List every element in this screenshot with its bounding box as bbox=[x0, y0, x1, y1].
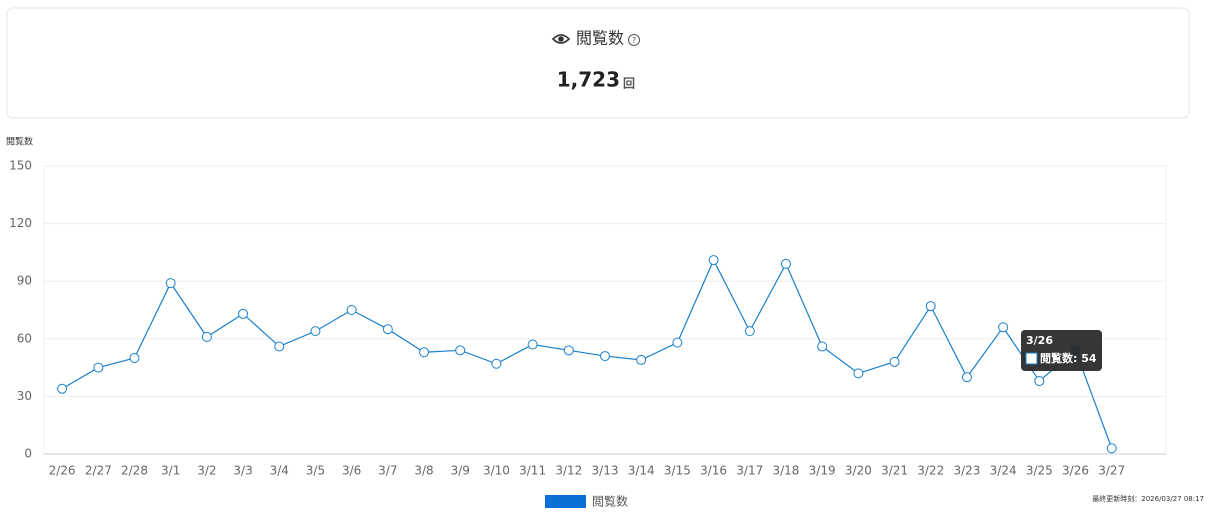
data-point[interactable] bbox=[563, 345, 574, 356]
svg-text:?: ? bbox=[632, 36, 636, 45]
y-tick-label: 120 bbox=[9, 216, 32, 230]
x-tick-label: 2/27 bbox=[85, 464, 112, 478]
x-tick-label: 3/2 bbox=[197, 464, 216, 478]
tooltip: 3/26 閲覧数: 54 bbox=[1021, 330, 1102, 371]
x-tick-label: 3/1 bbox=[161, 464, 180, 478]
summary-value: 1,723 bbox=[557, 68, 620, 92]
x-tick-label: 3/7 bbox=[378, 464, 397, 478]
y-tick-label: 60 bbox=[17, 331, 32, 345]
legend-label: 閲覧数 bbox=[592, 494, 628, 509]
y-tick-label: 30 bbox=[17, 389, 32, 403]
x-tick-label: 3/25 bbox=[1026, 464, 1053, 478]
summary-unit: 回 bbox=[623, 77, 635, 91]
tooltip-box bbox=[1021, 330, 1102, 371]
x-tick-label: 2/26 bbox=[49, 464, 76, 478]
data-point[interactable] bbox=[672, 337, 683, 348]
x-tick-label: 3/12 bbox=[555, 464, 582, 478]
x-tick-label: 3/22 bbox=[917, 464, 944, 478]
x-tick-label: 3/19 bbox=[809, 464, 836, 478]
x-tick-label: 3/27 bbox=[1098, 464, 1125, 478]
data-point[interactable] bbox=[382, 324, 393, 335]
data-point[interactable] bbox=[817, 341, 828, 352]
x-tick-label: 3/6 bbox=[342, 464, 361, 478]
data-point[interactable] bbox=[455, 345, 466, 356]
x-tick-label: 3/15 bbox=[664, 464, 691, 478]
tooltip-title: 3/26 bbox=[1026, 334, 1053, 347]
x-tick-label: 3/10 bbox=[483, 464, 510, 478]
x-tick-label: 3/8 bbox=[414, 464, 433, 478]
data-point[interactable] bbox=[491, 358, 502, 369]
data-point[interactable] bbox=[961, 372, 972, 383]
legend-swatch bbox=[545, 495, 586, 508]
data-point[interactable] bbox=[93, 362, 104, 373]
x-tick-label: 3/24 bbox=[990, 464, 1017, 478]
x-tick-label: 3/18 bbox=[772, 464, 799, 478]
data-point[interactable] bbox=[998, 322, 1009, 333]
x-tick-label: 3/3 bbox=[233, 464, 252, 478]
x-tick-label: 3/26 bbox=[1062, 464, 1089, 478]
y-tick-label: 90 bbox=[17, 274, 32, 288]
help-icon[interactable]: ? bbox=[628, 34, 640, 46]
data-point[interactable] bbox=[744, 326, 755, 337]
y-tick-label: 0 bbox=[24, 447, 32, 461]
data-point[interactable] bbox=[57, 383, 68, 394]
x-tick-label: 3/9 bbox=[451, 464, 470, 478]
x-tick-label: 3/23 bbox=[953, 464, 980, 478]
data-point[interactable] bbox=[129, 353, 140, 363]
x-tick-label: 3/13 bbox=[592, 464, 619, 478]
data-point[interactable] bbox=[274, 341, 285, 352]
x-tick-label: 2/28 bbox=[121, 464, 148, 478]
data-point[interactable] bbox=[708, 255, 719, 266]
data-point[interactable] bbox=[201, 331, 212, 342]
summary-label: 閲覧数 bbox=[576, 29, 624, 48]
y-tick-label: 150 bbox=[9, 159, 32, 173]
x-tick-label: 3/5 bbox=[306, 464, 325, 478]
data-point[interactable] bbox=[346, 305, 357, 315]
tooltip-text: 閲覧数: 54 bbox=[1040, 351, 1097, 365]
data-point[interactable] bbox=[527, 339, 538, 350]
data-point[interactable] bbox=[600, 351, 610, 362]
x-tick-label: 3/21 bbox=[881, 464, 908, 478]
data-point[interactable] bbox=[310, 326, 321, 337]
x-tick-label: 3/20 bbox=[845, 464, 872, 478]
summary-card bbox=[6, 7, 1190, 119]
plot-border bbox=[43, 165, 1167, 455]
x-tick-label: 3/17 bbox=[736, 464, 763, 478]
data-point[interactable] bbox=[1106, 443, 1117, 454]
data-point[interactable] bbox=[925, 301, 936, 312]
x-tick-label: 3/14 bbox=[628, 464, 655, 478]
x-tick-label: 3/11 bbox=[519, 464, 546, 478]
data-point[interactable] bbox=[165, 278, 176, 289]
x-tick-label: 3/16 bbox=[700, 464, 727, 478]
data-point[interactable] bbox=[419, 347, 430, 358]
tooltip-swatch bbox=[1025, 352, 1038, 365]
data-point[interactable] bbox=[853, 368, 864, 379]
x-tick-label: 3/4 bbox=[270, 464, 289, 478]
eye-icon bbox=[551, 34, 571, 44]
data-point[interactable] bbox=[238, 308, 249, 319]
data-point[interactable] bbox=[780, 258, 791, 269]
footer-timestamp: 最終更新時刻：2026/03/27 08:17 bbox=[1092, 494, 1204, 503]
data-point[interactable] bbox=[889, 356, 900, 367]
y-axis-title: 閲覧数 bbox=[6, 136, 33, 148]
data-point[interactable] bbox=[636, 354, 647, 365]
data-line bbox=[61, 258, 1113, 449]
data-point[interactable] bbox=[1034, 376, 1045, 387]
